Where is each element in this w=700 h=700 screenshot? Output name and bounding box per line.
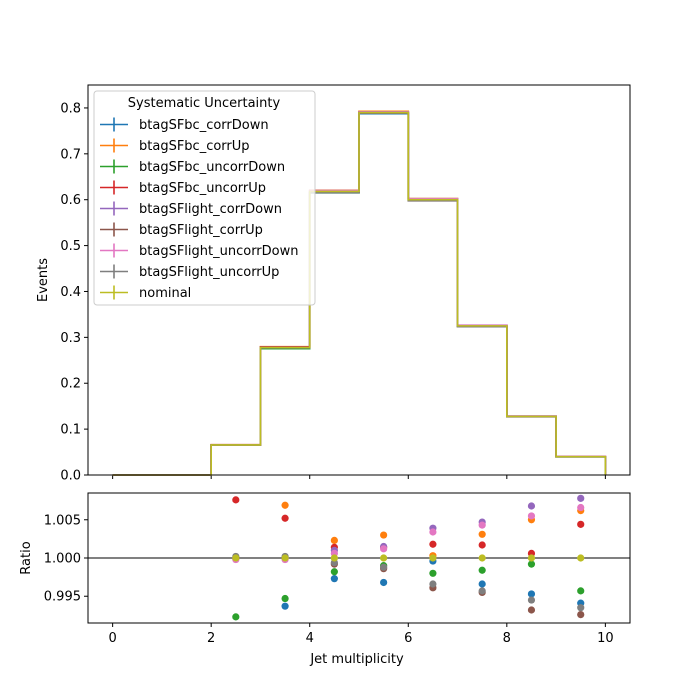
ratio-point (380, 554, 388, 562)
bottom-x-tick-label: 2 (207, 631, 215, 646)
bottom-plot-frame (87, 492, 631, 624)
ratio-point (478, 541, 486, 549)
ratio-point (281, 594, 289, 603)
ratio-point (380, 531, 388, 539)
ratio-point (478, 554, 486, 562)
ratio-point (281, 554, 289, 562)
legend-item: btagSFbc_corrUp (100, 138, 250, 154)
legend-item: btagSFlight_corrDown (100, 201, 282, 217)
bottom-x-tick-label: 0 (108, 631, 116, 646)
top-y-axis-label: Events (36, 258, 51, 302)
bottom-plot: 0.995 1.000 1.005 0 2 4 6 8 10 Ratio Jet multip… (19, 492, 631, 667)
ratio-point (380, 563, 388, 571)
bottom-y-tick-label: 1.000 (44, 552, 81, 567)
legend-item: btagSFlight_corrUp (100, 222, 263, 238)
ratio-point (380, 578, 388, 587)
ratio-points-group (232, 494, 585, 621)
bottom-y-tick-label: 0.995 (44, 590, 81, 605)
top-y-tick-label: 0.6 (60, 193, 81, 208)
top-y-tick-label: 0.0 (60, 469, 81, 484)
legend-label: btagSFlight_corrUp (139, 223, 263, 238)
bottom-x-tick-label: 10 (597, 631, 614, 646)
bottom-y-tick-label: 1.005 (44, 513, 81, 528)
ratio-point (281, 501, 289, 509)
ratio-point (478, 530, 486, 538)
ratio-point (330, 536, 338, 545)
top-y-tick-label: 0.8 (60, 101, 81, 116)
bottom-x-ticks: 0 2 4 6 8 10 (108, 623, 614, 646)
bottom-x-tick-label: 6 (404, 631, 412, 646)
top-y-ticks: 0.0 0.1 0.2 0.3 0.4 0.5 0.6 0.7 0.8 (60, 101, 88, 484)
legend-item: btagSFbc_corrDown (100, 117, 269, 133)
legend-items: btagSFbc_corrDown btagSFbc_corrUp btagSFbc… (100, 117, 299, 301)
legend-label: btagSFbc_corrDown (139, 118, 269, 133)
ratio-point (232, 496, 240, 504)
top-y-tick-label: 0.2 (60, 377, 81, 392)
ratio-point (429, 528, 437, 536)
legend-item: btagSFbc_uncorrDown (100, 159, 285, 175)
legend-label: btagSFbc_uncorrUp (139, 181, 266, 196)
ratio-point (527, 502, 536, 510)
top-plot-frame (87, 84, 631, 476)
ratio-point (380, 545, 388, 553)
top-y-tick-label: 0.5 (60, 239, 81, 254)
bottom-y-ticks: 0.995 1.000 1.005 (44, 513, 88, 605)
ratio-point (281, 602, 289, 610)
ratio-point (330, 568, 338, 576)
ratio-point (429, 580, 437, 588)
legend-item: nominal (100, 285, 191, 301)
ratio-point (429, 554, 437, 562)
legend-label: btagSFbc_uncorrDown (139, 160, 285, 175)
x-axis-label: Jet multiplicity (309, 652, 404, 667)
ratio-point (577, 503, 585, 512)
ratio-point (577, 587, 585, 595)
legend-label: btagSFlight_corrDown (139, 202, 282, 217)
top-y-tick-label: 0.3 (60, 331, 81, 346)
ratio-point (577, 604, 585, 612)
bottom-x-tick-label: 4 (306, 631, 314, 646)
legend-label: btagSFlight_uncorrDown (139, 244, 299, 259)
legend-title: Systematic Uncertainty (128, 96, 281, 111)
ratio-point (577, 554, 585, 562)
legend-item: btagSFlight_uncorrDown (100, 243, 299, 259)
ratio-point (577, 494, 585, 502)
top-y-tick-label: 0.1 (60, 423, 81, 438)
legend-label: nominal (139, 286, 191, 301)
ratio-point (527, 606, 536, 614)
legend-item: btagSFbc_uncorrUp (100, 180, 266, 196)
ratio-point (478, 587, 486, 595)
ratio-point (478, 566, 486, 574)
legend: Systematic Uncertainty btagSFbc_corrDown… (93, 90, 316, 306)
ratio-point (478, 580, 486, 588)
ratio-point (429, 569, 437, 577)
bottom-x-tick-label: 8 (503, 631, 511, 646)
legend-box (93, 90, 316, 306)
ratio-point (478, 521, 486, 529)
ratio-point (330, 575, 338, 583)
ratio-point (577, 520, 585, 528)
ratio-point (527, 512, 536, 520)
ratio-point (527, 590, 536, 598)
top-y-tick-label: 0.7 (60, 147, 81, 162)
top-y-tick-label: 0.4 (60, 285, 81, 300)
legend-label: btagSFbc_corrUp (139, 139, 250, 154)
ratio-point (527, 560, 536, 568)
bottom-y-axis-label: Ratio (19, 541, 34, 574)
ratio-point (527, 554, 536, 562)
ratio-point (429, 540, 437, 548)
ratio-point (330, 554, 338, 562)
series-step-line (112, 111, 607, 476)
top-series-group (112, 110, 607, 476)
ratio-point (232, 613, 240, 621)
ratio-point (527, 596, 536, 604)
ratio-point (232, 554, 240, 562)
ratio-point (577, 610, 585, 619)
legend-label: btagSFlight_uncorrUp (139, 265, 279, 280)
ratio-point (281, 514, 289, 522)
legend-item: btagSFlight_uncorrUp (100, 264, 279, 280)
